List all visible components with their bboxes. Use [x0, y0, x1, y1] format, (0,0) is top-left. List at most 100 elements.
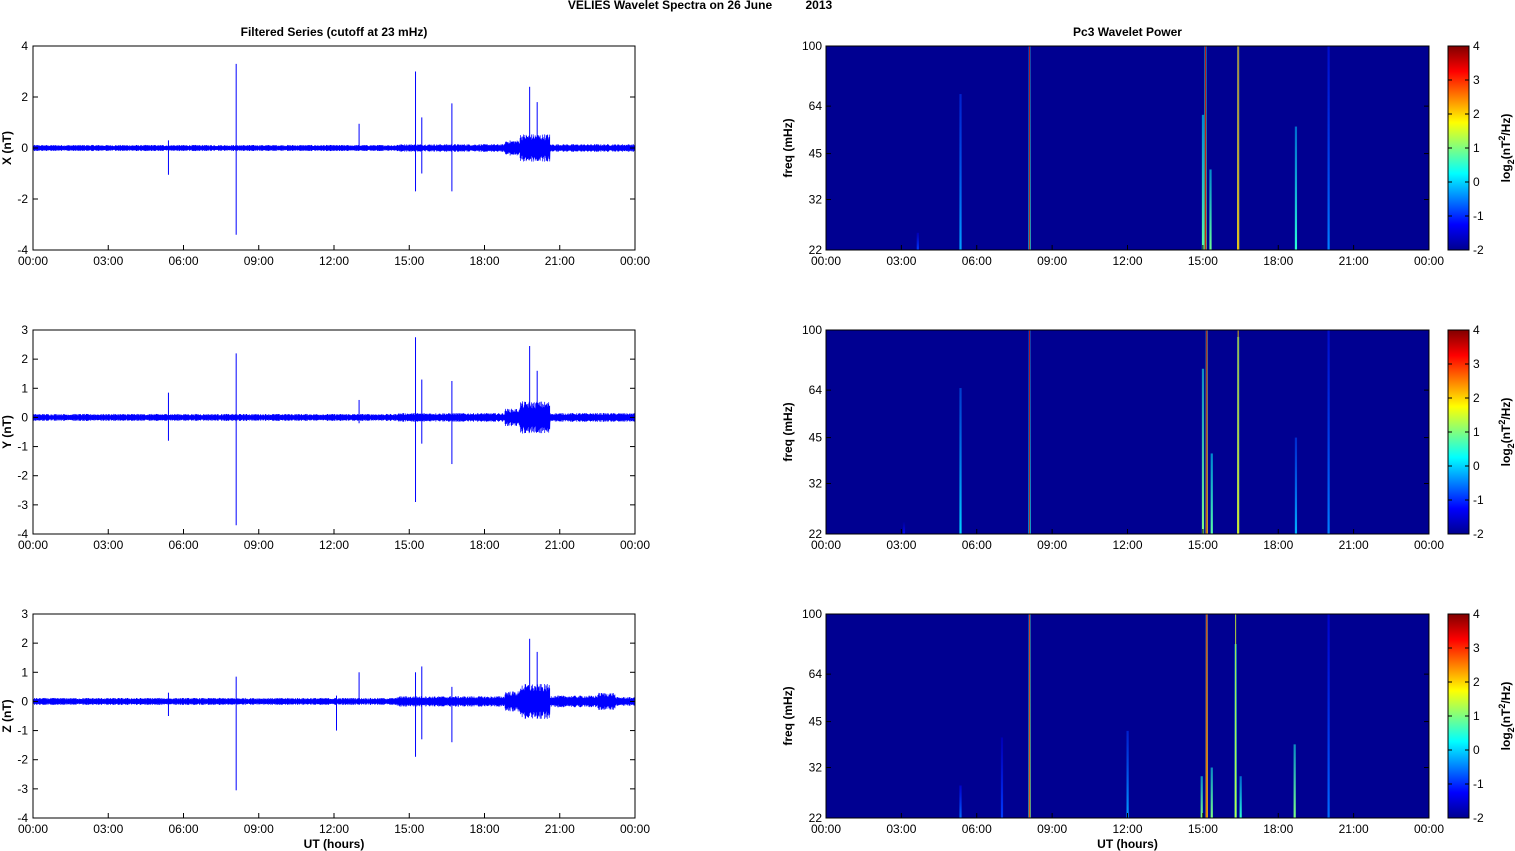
wavelet-z-ylabel: freq (mHz) — [781, 686, 795, 745]
wavelet-x-y-tick-label-2: 45 — [809, 147, 823, 161]
wavelet-z-burst-core-2 — [1029, 614, 1031, 818]
wavelet-y-x-tick-label-8: 00:00 — [1414, 538, 1444, 552]
wavelet-y-y-tick-label-2: 45 — [809, 431, 823, 445]
timeseries-y-y-tick-label-6: -3 — [17, 498, 28, 512]
wavelet-x-burst-8 — [1327, 46, 1330, 250]
timeseries-y-x-tick-label-4: 12:00 — [319, 538, 349, 552]
timeseries-y-x-tick-label-6: 18:00 — [469, 538, 499, 552]
timeseries-z-x-tick-label-0: 00:00 — [18, 822, 48, 836]
timeseries-x-x-tick-label-6: 18:00 — [469, 254, 499, 268]
wavelet-y-burst-core-2 — [1029, 330, 1031, 534]
wavelet-y-background — [826, 330, 1429, 534]
wavelet-y-x-tick-label-0: 00:00 — [811, 538, 841, 552]
wavelet-z-x-tick-label-1: 03:00 — [886, 822, 916, 836]
wavelet-y-x-tick-label-3: 09:00 — [1037, 538, 1067, 552]
timeseries-y-y-tick-label-5: -2 — [17, 469, 28, 483]
wavelet-y-x-tick-label-4: 12:00 — [1112, 538, 1142, 552]
timeseries-y-y-tick-label-1: 2 — [21, 352, 28, 366]
wavelet-z-y-tick-label-3: 32 — [809, 761, 823, 775]
timeseries-y-trace — [32, 401, 636, 434]
timeseries-y-y-tick-label-3: 0 — [21, 410, 28, 424]
wavelet-x-x-tick-label-0: 00:00 — [811, 254, 841, 268]
wavelet-z-burst-1 — [1000, 737, 1004, 818]
wavelet-x-colorbar-tick-label-1: 3 — [1473, 73, 1480, 87]
wavelet-z-y-tick-label-1: 64 — [809, 667, 823, 681]
wavelet-z-y-tick-label-4: 22 — [809, 811, 823, 825]
timeseries-z-y-tick-label-1: 2 — [21, 636, 28, 650]
wavelet-y-colorbar-tick-label-5: -1 — [1473, 493, 1484, 507]
wavelet-y-colorbar-tick-label-6: -2 — [1473, 527, 1484, 541]
timeseries-x-y-tick-label-4: -4 — [17, 243, 28, 257]
wavelet-x-y-tick-label-3: 32 — [809, 193, 823, 207]
timeseries-x-trace — [32, 134, 636, 162]
timeseries-x-y-tick-label-1: 2 — [21, 90, 28, 104]
wavelet-z-xlabel: UT (hours) — [1097, 837, 1158, 851]
timeseries-x-x-tick-label-8: 00:00 — [620, 254, 650, 268]
wavelet-z-burst-core-7 — [1235, 614, 1237, 818]
timeseries-z-y-tick-label-0: 3 — [21, 607, 28, 621]
timeseries-x-x-tick-label-4: 12:00 — [319, 254, 349, 268]
wavelet-x-burst-5 — [1209, 169, 1212, 250]
wavelet-x-y-tick-label-1: 64 — [809, 99, 823, 113]
timeseries-z-x-tick-label-3: 09:00 — [244, 822, 274, 836]
timeseries-y-x-tick-label-7: 21:00 — [545, 538, 575, 552]
wavelet-z-y-tick-label-0: 100 — [802, 607, 822, 621]
wavelet-x-burst-0 — [916, 232, 919, 250]
timeseries-x-x-tick-label-1: 03:00 — [93, 254, 123, 268]
wavelet-z-colorbar-tick-label-5: -1 — [1473, 777, 1484, 791]
wavelet-x-colorbar-tick-label-3: 1 — [1473, 141, 1480, 155]
wavelet-x-y-tick-label-4: 22 — [809, 243, 823, 257]
wavelet-y-x-tick-label-7: 21:00 — [1339, 538, 1369, 552]
timeseries-y-x-tick-label-3: 09:00 — [244, 538, 274, 552]
wavelet-z-burst-10 — [1327, 614, 1330, 818]
timeseries-x-x-tick-label-7: 21:00 — [545, 254, 575, 268]
wavelet-y-burst-7 — [1294, 437, 1298, 534]
timeseries-z-y-tick-label-6: -3 — [17, 782, 28, 796]
timeseries-y-x-tick-label-5: 15:00 — [394, 538, 424, 552]
wavelet-x-colorbar-tick-label-5: -1 — [1473, 209, 1484, 223]
wavelet-y-colorbar-tick-label-4: 0 — [1473, 459, 1480, 473]
figure-title-main: VELIES Wavelet Spectra on 26 June — [568, 0, 773, 12]
timeseries-x-x-tick-label-3: 09:00 — [244, 254, 274, 268]
wavelet-y-burst-5 — [1210, 453, 1213, 534]
panels-group: 4 2 0 -2 -4 00:00 03:00 06:00 09:00 12:00 15:00 18:… — [0, 25, 1515, 851]
wavelet-z-colorbar-tick-label-1: 3 — [1473, 641, 1480, 655]
timeseries-x-x-tick-label-5: 15:00 — [394, 254, 424, 268]
wavelet-y-x-tick-label-1: 03:00 — [886, 538, 916, 552]
wavelet-y-x-tick-label-6: 18:00 — [1263, 538, 1293, 552]
wavelet-y-ylabel: freq (mHz) — [781, 402, 795, 461]
timeseries-z-xlabel: UT (hours) — [304, 837, 365, 851]
wavelet-x-colorbar-tick-label-2: 2 — [1473, 107, 1480, 121]
timeseries-x-x-tick-label-2: 06:00 — [168, 254, 198, 268]
wavelet-y-burst-8 — [1327, 330, 1330, 534]
wavelet-y-colorbar-tick-label-0: 4 — [1473, 323, 1480, 337]
timeseries-y-ylabel: Y (nT) — [0, 415, 14, 449]
wavelet-x-x-tick-label-8: 00:00 — [1414, 254, 1444, 268]
wavelet-z-burst-0 — [959, 785, 962, 818]
timeseries-z-x-tick-label-4: 12:00 — [319, 822, 349, 836]
figure-title-year: 2013 — [805, 0, 832, 12]
wavelet-y-colorbar-tick-label-1: 3 — [1473, 357, 1480, 371]
timeseries-y-x-tick-label-2: 06:00 — [168, 538, 198, 552]
wavelet-z-colorbar-tick-label-4: 0 — [1473, 743, 1480, 757]
timeseries-z-ylabel: Z (nT) — [0, 699, 14, 732]
wavelet-x-x-tick-label-4: 12:00 — [1112, 254, 1142, 268]
timeseries-x-y-tick-label-0: 4 — [21, 39, 28, 53]
wavelet-z-colorbar-tick-label-3: 1 — [1473, 709, 1480, 723]
timeseries-z-y-tick-label-4: -1 — [17, 724, 28, 738]
wavelet-x-colorbar-tick-label-6: -2 — [1473, 243, 1484, 257]
wavelet-y-x-tick-label-5: 15:00 — [1188, 538, 1218, 552]
timeseries-y-y-tick-label-7: -4 — [17, 527, 28, 541]
timeseries-x-ylabel: X (nT) — [0, 131, 14, 165]
wavelet-y-y-tick-label-4: 22 — [809, 527, 823, 541]
wavelet-z-x-tick-label-2: 06:00 — [962, 822, 992, 836]
wavelet-x-colorbar-tick-label-4: 0 — [1473, 175, 1480, 189]
wavelet-y-burst-3 — [1201, 368, 1205, 534]
wavelet-x-burst-core-6 — [1237, 46, 1239, 250]
wavelet-x-burst-1 — [959, 94, 962, 251]
timeseries-z-x-tick-label-6: 18:00 — [469, 822, 499, 836]
wavelet-z-burst-3 — [1126, 730, 1129, 818]
